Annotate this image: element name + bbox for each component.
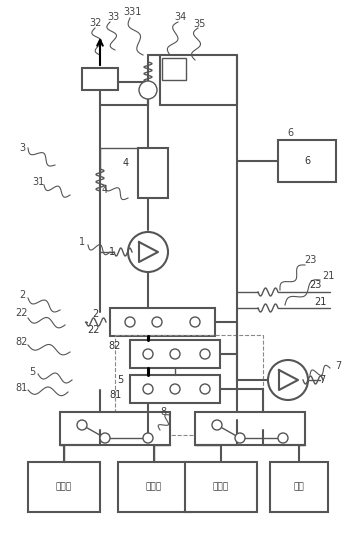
Text: 23: 23 bbox=[309, 280, 321, 290]
Bar bbox=[270, 462, 328, 512]
Circle shape bbox=[190, 317, 200, 327]
Text: 22: 22 bbox=[16, 308, 28, 318]
Circle shape bbox=[200, 349, 210, 359]
Circle shape bbox=[200, 384, 210, 394]
Bar bbox=[118, 462, 190, 512]
Text: 21: 21 bbox=[314, 297, 326, 307]
Text: 1: 1 bbox=[79, 237, 85, 247]
Circle shape bbox=[125, 317, 135, 327]
Text: 清洗液: 清洗液 bbox=[146, 482, 162, 492]
Circle shape bbox=[77, 420, 87, 430]
Circle shape bbox=[128, 232, 168, 272]
Text: 82: 82 bbox=[109, 341, 121, 351]
Bar bbox=[60, 412, 170, 445]
Circle shape bbox=[152, 317, 162, 327]
Text: 21: 21 bbox=[322, 271, 334, 281]
Bar bbox=[185, 462, 257, 512]
Bar bbox=[130, 375, 220, 403]
Text: 32: 32 bbox=[89, 18, 101, 28]
Bar bbox=[162, 58, 186, 80]
Text: 清洗液: 清洗液 bbox=[213, 482, 229, 492]
Text: 4: 4 bbox=[123, 158, 129, 168]
Bar bbox=[138, 148, 168, 198]
Circle shape bbox=[212, 420, 222, 430]
Text: 81: 81 bbox=[16, 383, 28, 393]
Text: 8: 8 bbox=[160, 407, 166, 417]
Circle shape bbox=[170, 349, 180, 359]
Text: 34: 34 bbox=[174, 12, 186, 22]
Bar bbox=[195, 412, 305, 445]
Text: 22: 22 bbox=[87, 325, 99, 335]
Circle shape bbox=[143, 433, 153, 443]
Text: 1: 1 bbox=[109, 247, 115, 257]
Text: 6: 6 bbox=[287, 128, 293, 138]
Text: 3: 3 bbox=[19, 143, 25, 153]
Bar bbox=[82, 68, 118, 90]
Text: 5: 5 bbox=[117, 375, 123, 385]
Text: 23: 23 bbox=[304, 255, 316, 265]
Text: 33: 33 bbox=[107, 12, 119, 22]
Circle shape bbox=[268, 360, 308, 400]
Circle shape bbox=[235, 433, 245, 443]
Circle shape bbox=[100, 433, 110, 443]
Bar bbox=[28, 462, 100, 512]
Text: 7: 7 bbox=[319, 375, 325, 385]
Text: 35: 35 bbox=[194, 19, 206, 29]
Text: 稀释液: 稀释液 bbox=[56, 482, 72, 492]
Circle shape bbox=[143, 349, 153, 359]
Circle shape bbox=[278, 433, 288, 443]
Text: 81: 81 bbox=[109, 390, 121, 400]
Text: 4: 4 bbox=[102, 185, 108, 195]
Bar bbox=[130, 340, 220, 368]
Bar bbox=[278, 140, 336, 182]
Circle shape bbox=[170, 384, 180, 394]
Text: 5: 5 bbox=[29, 367, 35, 377]
Text: 2: 2 bbox=[92, 309, 98, 319]
Text: 2: 2 bbox=[19, 290, 25, 300]
Circle shape bbox=[139, 81, 157, 99]
Text: 6: 6 bbox=[304, 156, 310, 166]
Text: 31: 31 bbox=[32, 177, 44, 187]
Circle shape bbox=[143, 384, 153, 394]
Text: 样品: 样品 bbox=[294, 482, 304, 492]
Bar bbox=[110, 308, 215, 336]
Text: 7: 7 bbox=[335, 361, 341, 371]
Text: 82: 82 bbox=[16, 337, 28, 347]
Text: 331: 331 bbox=[124, 7, 142, 17]
Bar bbox=[115, 335, 263, 435]
